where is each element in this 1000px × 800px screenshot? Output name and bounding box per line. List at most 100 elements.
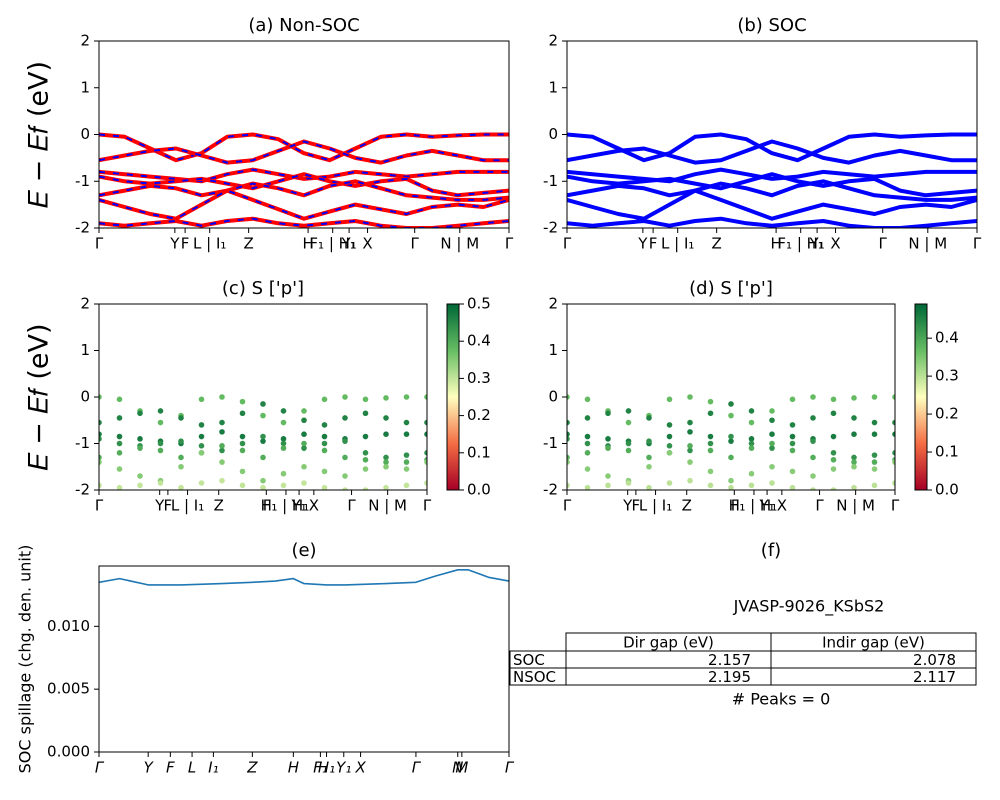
band-point (810, 473, 816, 479)
band-point (567, 394, 570, 400)
x-tick-label: H (729, 497, 740, 515)
x-tick-label: Γ (411, 235, 420, 253)
band-point (830, 450, 837, 456)
x-tick-label: Y₁ (341, 235, 357, 253)
band-point (424, 450, 427, 456)
x-tick-label: Γ (412, 759, 422, 777)
band-point (769, 445, 775, 451)
band-point (748, 482, 755, 489)
band-point (260, 454, 266, 461)
x-tick-label: L | I₁ (171, 497, 204, 515)
band-point (728, 477, 734, 484)
chart-title: (c) S ['p'] (222, 278, 304, 299)
band-point (707, 482, 714, 489)
band-point (403, 431, 410, 438)
band-point (198, 450, 205, 456)
x-tick-label: X (830, 235, 840, 253)
x-tick-label: Y (637, 235, 648, 253)
x-tick-label: N (452, 759, 463, 777)
band-point (567, 436, 570, 442)
band-point (239, 482, 246, 489)
y-tick-label: -2 (543, 481, 558, 499)
band-point (99, 482, 102, 489)
y-tick-label: 0 (80, 125, 90, 143)
band-point (605, 410, 611, 417)
y-tick-label: 1 (548, 341, 558, 359)
band-point (301, 417, 307, 424)
band-point (769, 440, 775, 447)
x-tick-label: L (188, 759, 196, 777)
band-point (362, 396, 369, 403)
x-tick-label: X (362, 235, 372, 253)
band-line (99, 172, 509, 198)
band-point (769, 417, 775, 424)
x-tick-label: H₁ (318, 759, 335, 777)
band-point (219, 419, 225, 426)
x-tick-label: Y (154, 497, 165, 515)
band-line (99, 132, 509, 163)
band-point (424, 459, 427, 465)
x-tick-label: Z (214, 497, 224, 515)
band-point (301, 440, 307, 447)
band-point (625, 419, 632, 426)
y-tick-label: -1 (543, 434, 558, 452)
y-tick-label: 0.010 (47, 617, 90, 635)
band-point (687, 477, 693, 484)
band-point (748, 470, 755, 477)
band-point (403, 466, 410, 472)
band-point (789, 422, 796, 428)
band-point (810, 454, 816, 461)
x-tick-label: Y (144, 759, 155, 777)
y-tick-label: 2 (80, 295, 90, 313)
x-tick-label: Y₁ (809, 235, 825, 253)
y-tick-label: -2 (75, 219, 90, 237)
x-tick-label: F₁ | H₁ (263, 497, 310, 515)
band-point (707, 433, 714, 440)
x-tick-label: Y₁ (336, 759, 351, 777)
band-point (666, 396, 673, 403)
y-tick-label: 0 (548, 125, 558, 143)
band-point (707, 447, 714, 454)
band-point (280, 408, 287, 414)
x-tick-label: F (166, 759, 175, 777)
table-cell-text: 2.157 (708, 651, 751, 669)
plot-area (567, 394, 895, 490)
band-point (666, 422, 673, 428)
band-line-dash (99, 133, 509, 162)
band-point (748, 440, 755, 447)
band-point (342, 394, 348, 400)
band-point (362, 433, 369, 440)
x-tick-label: Z (244, 235, 254, 253)
band-point (584, 484, 591, 490)
band-point (871, 394, 878, 400)
band-point (892, 431, 895, 437)
x-tick-label: N | M (836, 497, 875, 515)
plot-area (99, 394, 427, 490)
band-point (892, 394, 895, 400)
band-point (605, 482, 611, 489)
x-tick-label: Γ (563, 497, 572, 515)
chart-title: (d) S ['p'] (689, 278, 773, 299)
band-point (567, 454, 570, 461)
band-point (198, 433, 205, 440)
band-point (851, 415, 857, 421)
table-header: Indir gap (eV) (822, 634, 925, 652)
x-tick-label: Γ (95, 235, 104, 253)
band-point (99, 454, 102, 461)
band-point (342, 415, 348, 421)
colorbar-tick-label: 0.4 (467, 332, 491, 350)
band-line (99, 569, 509, 586)
band-point (99, 436, 102, 442)
band-point (321, 447, 328, 454)
chart-title: (a) Non-SOC (248, 15, 359, 36)
table-cell-text: 2.078 (913, 651, 956, 669)
x-tick-label: M (455, 759, 468, 777)
x-tick-label: Z (246, 759, 258, 777)
band-point (625, 440, 632, 447)
band-point (851, 431, 857, 438)
y-axis-label: 𝐸 − 𝐸𝑓 (eV) (24, 323, 55, 470)
x-tick-label: Z (712, 235, 722, 253)
band-point (605, 436, 611, 442)
band-point (280, 436, 287, 442)
colorbar-tick-label: 0.3 (935, 367, 959, 385)
